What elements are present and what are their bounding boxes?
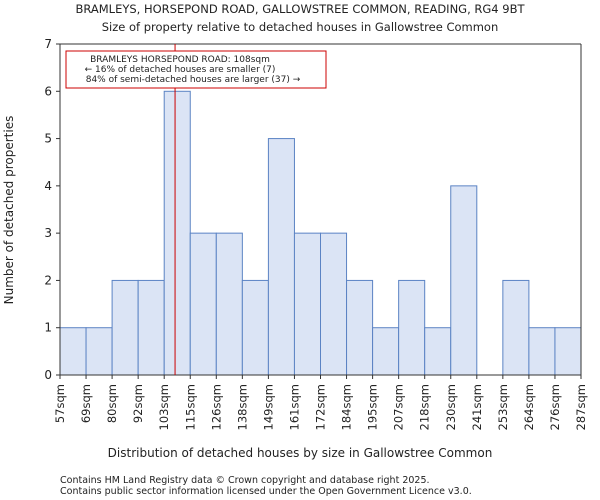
bar-172sqm: [320, 232, 348, 376]
x-tick-label: 287sqm: [574, 384, 588, 430]
bar-138sqm: [241, 279, 269, 376]
annotation-line3: 84% of semi-detached houses are larger (…: [86, 75, 301, 85]
x-tick-label: 241sqm: [470, 384, 484, 430]
x-tick-label: 80sqm: [105, 384, 119, 423]
bar-103sqm: [163, 90, 191, 376]
bar-195sqm: [372, 327, 400, 376]
x-tick-label: 172sqm: [314, 384, 328, 430]
x-tick-label: 57sqm: [53, 384, 67, 423]
x-tick-label: 103sqm: [157, 384, 171, 430]
bar-126sqm: [215, 232, 243, 376]
chart-title-line2: Size of property relative to detached ho…: [102, 20, 499, 34]
annotation-border: [65, 50, 327, 89]
y-tick-label: 0: [44, 368, 52, 382]
x-tick-label: 138sqm: [235, 384, 249, 430]
bar-218sqm: [424, 327, 452, 376]
chart-title-line1: BRAMLEYS, HORSEPOND ROAD, GALLOWSTREE CO…: [75, 2, 525, 16]
bar-276sqm: [554, 327, 582, 376]
x-ticks-group: 57sqm 69sqm 80sqm 92sqm 103sqm 115sqm 126sqm 13…: [53, 375, 588, 430]
y-tick-label: 4: [44, 179, 52, 193]
y-tick-label: 3: [44, 226, 52, 240]
annotation-line1: BRAMLEYS HORSEPOND ROAD: 108sqm: [90, 55, 270, 65]
y-tick-label: 5: [44, 132, 52, 146]
y-tick-label: 6: [44, 84, 52, 98]
y-tick-label: 7: [44, 37, 52, 51]
x-tick-label: 230sqm: [444, 384, 458, 430]
footer-line2: Contains public sector information licen…: [60, 486, 472, 497]
y-tick-label: 1: [44, 321, 52, 335]
x-tick-label: 92sqm: [131, 384, 145, 423]
bar-57sqm: [59, 327, 87, 376]
bar-184sqm: [346, 279, 374, 376]
y-tick-label: 2: [44, 273, 52, 287]
footer-line1: Contains HM Land Registry data © Crown c…: [60, 475, 430, 486]
y-ticks-group: 0 1 2 3 4 5 6 7: [44, 37, 60, 382]
bar-149sqm: [267, 138, 295, 376]
x-tick-label: 184sqm: [340, 384, 354, 430]
x-tick-label: 253sqm: [496, 384, 510, 430]
x-tick-label: 115sqm: [183, 384, 197, 430]
annotation-box: BRAMLEYS HORSEPOND ROAD: 108sqm ← 16% of…: [65, 50, 327, 89]
x-tick-label: 149sqm: [261, 384, 275, 430]
x-tick-label: 195sqm: [366, 384, 380, 430]
bar-115sqm: [189, 232, 217, 376]
x-tick-label: 161sqm: [287, 384, 301, 430]
bars-group: [59, 90, 582, 376]
x-tick-label: 207sqm: [392, 384, 406, 430]
x-tick-label: 218sqm: [418, 384, 432, 430]
bar-264sqm: [528, 327, 556, 376]
bar-92sqm: [137, 279, 165, 376]
x-tick-label: 264sqm: [522, 384, 536, 430]
bar-69sqm: [85, 327, 113, 376]
x-tick-label: 126sqm: [209, 384, 223, 430]
bar-80sqm: [111, 279, 139, 376]
bar-161sqm: [293, 232, 322, 376]
bar-253sqm: [502, 279, 530, 376]
y-axis-label: Number of detached properties: [2, 116, 16, 305]
annotation-line2: ← 16% of detached houses are smaller (7): [85, 65, 276, 75]
x-axis-label: Distribution of detached houses by size …: [108, 446, 493, 460]
bar-230sqm: [450, 185, 478, 376]
bar-207sqm: [398, 279, 426, 376]
x-tick-label: 276sqm: [548, 384, 562, 430]
x-tick-label: 69sqm: [79, 384, 93, 423]
